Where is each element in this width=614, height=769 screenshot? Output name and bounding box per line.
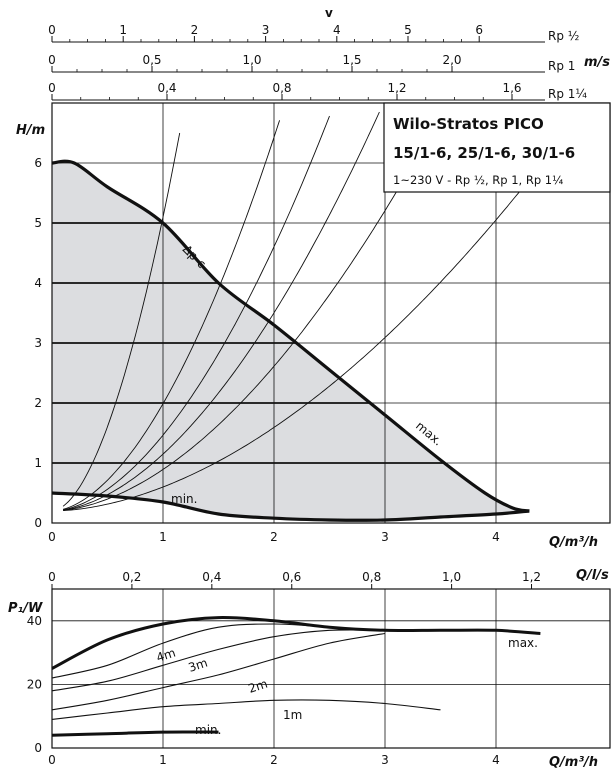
system-curve: [62, 132, 181, 507]
title-box: Wilo-Stratos PICO 15/1-6, 25/1-6, 30/1-6…: [383, 102, 611, 193]
min-label: min.: [171, 492, 197, 506]
velocity-unit: m/s: [584, 55, 610, 70]
power-series-min: [51, 730, 219, 737]
power-x-tick: 2: [270, 753, 278, 767]
velocity-tick-label: 2: [191, 23, 199, 37]
head-y-tick: 4: [34, 276, 42, 290]
constant-head-lines: [52, 222, 445, 464]
power-top-tick-label: 0,4: [202, 570, 221, 584]
title-line-2: 15/1-6, 25/1-6, 30/1-6: [393, 144, 575, 162]
system-curve: [63, 111, 380, 511]
power-x-tick: 1: [159, 753, 167, 767]
power-series: max. 4m 3m 2m 1m min.: [51, 616, 541, 737]
velocity-tick-label: 0: [48, 53, 56, 67]
power-label-max: max.: [508, 636, 538, 650]
velocity-pipe-label: Rp 1: [548, 59, 575, 73]
power-y-tick: 0: [34, 741, 42, 755]
operating-range-area: [52, 161, 530, 520]
velocity-pipe-label: Rp 1¼: [548, 87, 587, 101]
power-top-tick-label: 0: [48, 570, 56, 584]
power-grid: [52, 589, 610, 748]
velocity-tick-label: 1,0: [242, 53, 261, 67]
system-curve: [63, 104, 447, 511]
max-curve: [51, 159, 530, 513]
head-axis-ticks: 0 1 2 3 4 5 6 0 1 2 3 4: [34, 156, 499, 544]
power-top-tick-label: 1,0: [442, 570, 461, 584]
title-line-3: 1~230 V - Rp ½, Rp 1, Rp 1¼: [393, 173, 563, 187]
power-series-2m: [51, 632, 386, 711]
velocity-tick-label: 3: [262, 23, 270, 37]
system-curve: [63, 115, 330, 511]
velocity-tick-label: 1: [119, 23, 127, 37]
power-y-tick: 20: [27, 677, 42, 691]
title-line-1: Wilo-Stratos PICO: [393, 115, 544, 133]
head-y-tick: 0: [34, 516, 42, 530]
velocity-tick-label: 4: [333, 23, 341, 37]
power-series-4m: [51, 623, 386, 679]
power-series-3m: [51, 629, 386, 692]
power-x-tick: 3: [381, 753, 389, 767]
velocity-tick-label: 1,6: [502, 81, 521, 95]
velocity-tick-label: 6: [475, 23, 483, 37]
velocity-tick-label: 1,5: [342, 53, 361, 67]
velocity-scale-3: 0 0,4 0,8 1,2 1,6 Rp 1¼: [48, 81, 587, 101]
power-top-tick-label: 0,8: [362, 570, 381, 584]
power-top-label: Q/l/s: [576, 568, 609, 583]
velocity-tick-label: 2,0: [442, 53, 461, 67]
head-x-tick: 3: [381, 530, 389, 544]
power-series-max: [51, 616, 541, 670]
head-y-tick: 5: [34, 216, 42, 230]
power-label-2m: 2m: [247, 677, 270, 696]
head-y-tick: 6: [34, 156, 42, 170]
power-top-tick-label: 1,2: [522, 570, 541, 584]
system-curve: [63, 106, 586, 512]
head-y-tick: 1: [34, 456, 42, 470]
velocity-tick-label: 0: [48, 23, 56, 37]
head-plot-frame: [51, 102, 611, 524]
power-x-tick: 4: [492, 753, 500, 767]
head-x-tick: 0: [48, 530, 56, 544]
velocity-tick-label: 5: [404, 23, 412, 37]
system-curve: [62, 120, 281, 510]
head-x-tick: 4: [492, 530, 500, 544]
velocity-tick-label: 1,2: [387, 81, 406, 95]
system-curves: [62, 104, 586, 512]
velocity-scales: v m/s 0 1 2 3 4 5 6 Rp ½ 0 0,5 1,0 1,5 2,0 Rp 1 0 0,4 0,8 1…: [48, 6, 610, 101]
power-plot-frame: [51, 588, 611, 749]
power-label-3m: 3m: [187, 656, 210, 675]
head-x-label: Q/m³/h: [549, 535, 598, 550]
velocity-tick-label: 0: [48, 81, 56, 95]
min-curve: [51, 491, 530, 522]
head-y-label: H/m: [16, 123, 45, 138]
velocity-tick-label: 0,5: [142, 53, 161, 67]
velocity-scale-2: 0 0,5 1,0 1,5 2,0 Rp 1: [48, 53, 575, 73]
velocity-tick-label: 0,8: [272, 81, 291, 95]
velocity-title: v: [325, 6, 333, 20]
head-y-tick: 3: [34, 336, 42, 350]
power-label-min: min.: [195, 723, 221, 737]
velocity-tick-label: 0,4: [157, 81, 176, 95]
power-x-label: Q/m³/h: [549, 755, 598, 769]
power-series-1m: [51, 699, 441, 720]
power-y-label: P₁/W: [8, 601, 43, 616]
power-top-tick-label: 0,2: [122, 570, 141, 584]
power-y-tick: 40: [27, 614, 42, 628]
head-x-tick: 2: [270, 530, 278, 544]
power-label-4m: 4m: [155, 646, 178, 665]
power-top-tick-label: 0,6: [282, 570, 301, 584]
head-y-tick: 2: [34, 396, 42, 410]
velocity-pipe-label: Rp ½: [548, 29, 579, 43]
power-label-1m: 1m: [283, 708, 302, 722]
power-x-tick: 0: [48, 753, 56, 767]
velocity-scale-1: 0 1 2 3 4 5 6 Rp ½: [48, 23, 579, 43]
head-x-tick: 1: [159, 530, 167, 544]
